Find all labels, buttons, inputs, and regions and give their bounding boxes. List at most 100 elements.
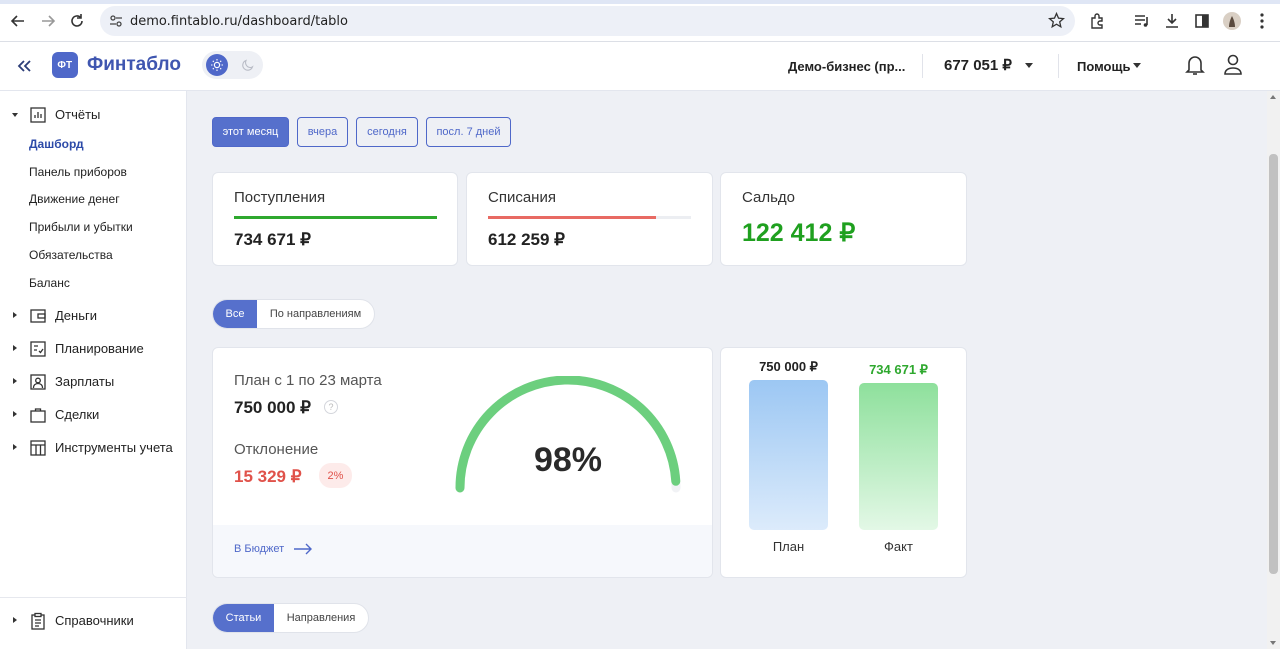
deviation-value: 15 329 ₽ <box>234 467 302 486</box>
sidebar-item-label: Сделки <box>55 407 100 422</box>
expand-down-icon[interactable] <box>12 113 18 117</box>
balance-chevron-down-icon[interactable] <box>1025 63 1033 68</box>
expand-right-icon[interactable] <box>13 378 17 384</box>
balance-title: Сальдо <box>742 189 796 206</box>
help-question-icon[interactable]: ? <box>324 400 338 414</box>
expense-bar <box>488 216 691 219</box>
sidebar-item-balance[interactable]: Баланс <box>29 276 70 290</box>
side-panel-icon[interactable] <box>1192 11 1212 31</box>
sidebar-item-cash-flow[interactable]: Движение денег <box>29 192 120 206</box>
header-divider <box>922 54 923 78</box>
bookmark-star-icon[interactable] <box>1047 11 1066 34</box>
expand-right-icon[interactable] <box>13 411 17 417</box>
collapse-sidebar-icon[interactable] <box>14 56 34 76</box>
income-bar <box>234 216 437 219</box>
bell-icon[interactable] <box>1184 53 1206 77</box>
tab-articles[interactable]: Статьи <box>213 604 274 632</box>
user-icon[interactable] <box>1222 53 1244 77</box>
sidebar-item-deals[interactable]: Сделки <box>0 403 187 427</box>
sidebar-item-accounting-tools[interactable]: Инструменты учета <box>0 436 187 460</box>
browser-menu-icon[interactable] <box>1252 11 1272 31</box>
tab-all[interactable]: Все <box>213 300 257 328</box>
site-info-icon[interactable] <box>108 13 124 34</box>
sidebar-item-planning[interactable]: Планирование <box>0 337 187 361</box>
period-last-7-days-button[interactable]: посл. 7 дней <box>426 117 511 147</box>
report-chart-icon <box>29 106 47 124</box>
sidebar-item-label: Отчёты <box>55 107 101 122</box>
sidebar-item-label: Справочники <box>55 613 134 628</box>
reload-icon[interactable] <box>67 11 87 31</box>
period-this-month-button[interactable]: этот месяц <box>212 117 289 147</box>
expand-right-icon[interactable] <box>13 312 17 318</box>
chart-category-label: Факт <box>884 539 913 554</box>
balance-value: 122 412 ₽ <box>742 219 856 247</box>
period-today-button[interactable]: сегодня <box>356 117 418 147</box>
plan-label: План с 1 по 23 марта <box>234 372 382 389</box>
logo-badge[interactable]: ФТ <box>52 52 78 78</box>
expand-right-icon[interactable] <box>13 444 17 450</box>
balance-total[interactable]: 677 051 ₽ <box>944 57 1012 74</box>
address-bar[interactable]: demo.fintablo.ru/dashboard/tablo <box>100 6 1075 36</box>
expand-right-icon[interactable] <box>13 345 17 351</box>
theme-toggle[interactable] <box>202 51 263 79</box>
deviation-label: Отклонение <box>234 441 319 458</box>
clipboard-icon <box>29 612 47 630</box>
plan-gauge <box>455 376 681 493</box>
sidebar-item-liabilities[interactable]: Обязательства <box>29 248 113 262</box>
sidebar-item-reports[interactable]: Отчёты <box>0 103 187 127</box>
income-bar-fill <box>234 216 437 219</box>
budget-link[interactable]: В Бюджет <box>234 543 285 555</box>
scroll-down-icon[interactable] <box>1270 641 1276 645</box>
sidebar-item-dashboard[interactable]: Дашборд <box>29 137 84 151</box>
chart-bar <box>749 380 828 530</box>
scroll-up-icon[interactable] <box>1270 95 1276 99</box>
sidebar-item-label: Инструменты учета <box>55 440 173 455</box>
sidebar-item-money[interactable]: Деньги <box>0 304 187 328</box>
gauge-arc <box>455 376 681 493</box>
chart-data-label: 750 000 ₽ <box>759 359 818 374</box>
logo-text[interactable]: Финтабло <box>87 54 181 75</box>
scrollbar-thumb[interactable] <box>1269 154 1278 574</box>
back-icon[interactable] <box>8 11 28 31</box>
page-scrollbar[interactable] <box>1267 91 1280 649</box>
sidebar-item-references[interactable]: Справочники <box>0 609 187 633</box>
expand-right-icon[interactable] <box>13 617 17 623</box>
expense-value: 612 259 ₽ <box>488 230 565 249</box>
browser-toolbar: demo.fintablo.ru/dashboard/tablo <box>0 0 1280 42</box>
extensions-icon[interactable] <box>1088 11 1108 31</box>
url-text: demo.fintablo.ru/dashboard/tablo <box>130 14 348 29</box>
business-selector[interactable]: Демо-бизнес (пр... <box>788 59 906 74</box>
arrow-right-icon[interactable] <box>293 542 313 560</box>
header-divider <box>1058 54 1059 78</box>
chart-bar <box>859 383 938 530</box>
bottom-tabs: Статьи Направления <box>212 603 369 633</box>
help-chevron-down-icon[interactable] <box>1133 63 1141 68</box>
media-playlist-icon[interactable] <box>1132 11 1152 31</box>
person-card-icon <box>29 373 47 391</box>
tab-by-direction[interactable]: По направлениям <box>269 308 362 320</box>
sidebar-item-salaries[interactable]: Зарплаты <box>0 370 187 394</box>
plan-card: План с 1 по 23 марта 750 000 ₽ ? Отклоне… <box>212 347 713 578</box>
sidebar-divider <box>0 597 187 598</box>
sun-icon[interactable] <box>206 54 228 76</box>
plan-value: 750 000 ₽ <box>234 398 311 417</box>
expense-title: Списания <box>488 189 556 206</box>
income-card: Поступления 734 671 ₽ <box>212 172 458 266</box>
profile-avatar-icon[interactable] <box>1222 11 1242 31</box>
chart-category-label: План <box>772 539 805 554</box>
help-menu[interactable]: Помощь <box>1077 59 1131 74</box>
deviation-badge: 2% <box>319 463 352 488</box>
download-icon[interactable] <box>1162 11 1182 31</box>
period-yesterday-button[interactable]: вчера <box>297 117 348 147</box>
wallet-icon <box>29 307 47 325</box>
expense-bar-fill <box>488 216 657 219</box>
tab-directions[interactable]: Направления <box>286 612 356 624</box>
sidebar-item-label: Зарплаты <box>55 374 115 389</box>
forward-icon[interactable] <box>38 11 58 31</box>
moon-icon[interactable] <box>239 56 257 74</box>
app-header: ФТ Финтабло Демо-бизнес (пр... 677 051 ₽… <box>0 42 1280 91</box>
sidebar-item-instrument-panel[interactable]: Панель приборов <box>29 165 127 179</box>
sidebar: Отчёты Дашборд Панель приборов Движение … <box>0 91 187 649</box>
chart-data-label: 734 671 ₽ <box>869 362 928 378</box>
sidebar-item-profit-loss[interactable]: Прибыли и убытки <box>29 220 133 234</box>
